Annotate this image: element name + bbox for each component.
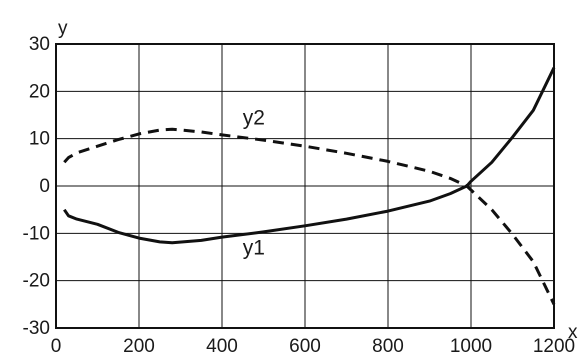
tick-labels: 0 200 400 600 800 1000 1200 -30 -20 -10 0 10 20 30	[23, 34, 576, 357]
plot-frame	[55, 43, 555, 329]
series-line-y1	[63, 67, 556, 245]
x-tick-label: 800	[372, 336, 404, 357]
series-label-y2: y2	[243, 106, 265, 129]
series-label-y1: y1	[243, 237, 265, 260]
y-axis-title: y	[58, 18, 68, 39]
x-tick-label: 0	[51, 336, 62, 357]
x-tick-label: 600	[289, 336, 321, 357]
x-tick-label: 400	[206, 336, 238, 357]
series-labels: y1 y2	[243, 106, 265, 259]
y-tick-label: 10	[29, 129, 50, 150]
y-tick-label: 0	[39, 176, 50, 197]
x-tick-label: 1200	[533, 336, 575, 357]
series-lines	[63, 67, 556, 305]
y-tick-label: -20	[23, 271, 50, 292]
y-tick-label: 20	[29, 81, 50, 102]
y-tick-label: 30	[29, 34, 50, 55]
series-line-y2	[63, 127, 556, 305]
x-axis-title: x	[568, 322, 578, 343]
grid-lines	[56, 44, 554, 328]
x-tick-label: 1000	[450, 336, 492, 357]
x-tick-label: 200	[123, 336, 155, 357]
y-tick-label: -30	[23, 318, 50, 339]
y-tick-label: -10	[23, 223, 50, 244]
